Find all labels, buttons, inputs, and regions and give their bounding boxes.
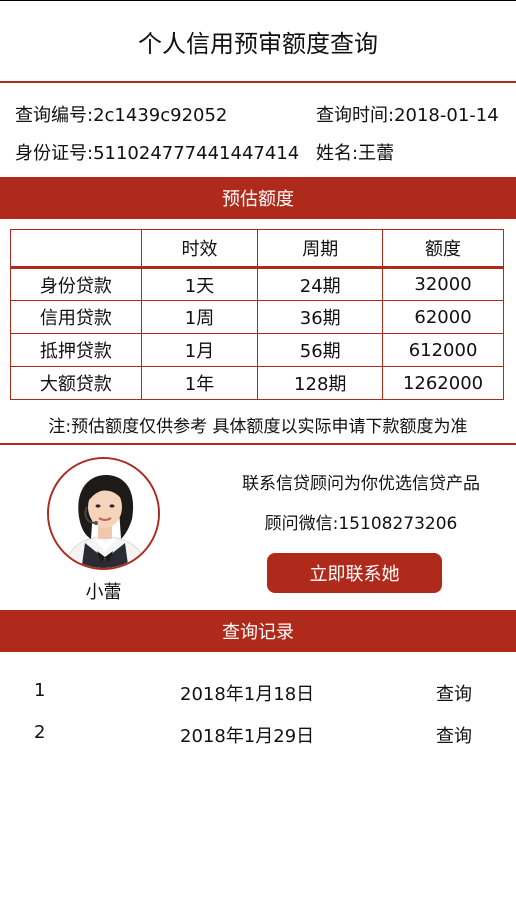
quota-note: 注:预估额度仅供参考 具体额度以实际申请下款额度为准 bbox=[48, 417, 468, 437]
person-name: 姓名:王蕾 bbox=[316, 143, 395, 164]
table-row: 信用贷款 1周 36期 62000 bbox=[10, 300, 504, 334]
record-date: 2018年1月18日 bbox=[180, 684, 315, 705]
record-number: 2 bbox=[34, 722, 46, 743]
loan-period: 36期 bbox=[257, 300, 384, 334]
loan-period: 128期 bbox=[257, 366, 384, 400]
advisor-name: 小蕾 bbox=[85, 582, 122, 603]
loan-period: 56期 bbox=[257, 333, 384, 367]
record-query-link[interactable]: 查询 bbox=[436, 726, 472, 747]
table-header-row: 时效 周期 额度 bbox=[10, 229, 504, 268]
contact-her-button[interactable]: 立即联系她 bbox=[267, 553, 442, 593]
loan-amount: 1262000 bbox=[382, 366, 504, 400]
table-row: 抵押贷款 1月 56期 612000 bbox=[10, 333, 504, 367]
loan-type: 身份贷款 bbox=[10, 267, 142, 301]
record-query-link[interactable]: 查询 bbox=[436, 684, 472, 705]
loan-duration: 1年 bbox=[140, 366, 259, 400]
advisor-wechat: 顾问微信:15108273206 bbox=[264, 514, 458, 534]
loan-amount: 62000 bbox=[382, 300, 504, 334]
section-header-quota: 预估额度 bbox=[0, 177, 516, 219]
loan-amount: 612000 bbox=[382, 333, 504, 367]
column-header bbox=[10, 229, 142, 268]
column-header-amount: 额度 bbox=[382, 229, 504, 268]
loan-type: 抵押贷款 bbox=[10, 333, 142, 367]
loan-duration: 1天 bbox=[140, 267, 259, 301]
loan-duration: 1月 bbox=[140, 333, 259, 367]
query-number: 查询编号:2c1439c92052 bbox=[15, 105, 228, 126]
loan-type: 大额贷款 bbox=[10, 366, 142, 400]
query-time: 查询时间:2018-01-14 bbox=[316, 105, 499, 126]
page-title: 个人信用预审额度查询 bbox=[138, 29, 378, 58]
record-date: 2018年1月29日 bbox=[180, 726, 315, 747]
loan-duration: 1周 bbox=[140, 300, 259, 334]
column-header-duration: 时效 bbox=[140, 229, 259, 268]
column-header-period: 周期 bbox=[257, 229, 384, 268]
table-row: 身份贷款 1天 24期 32000 bbox=[10, 267, 504, 301]
quota-table: 时效 周期 额度 身份贷款 1天 24期 32000 信用贷款 1周 36期 6… bbox=[10, 229, 504, 400]
loan-type: 信用贷款 bbox=[10, 300, 142, 334]
section-header-records: 查询记录 bbox=[0, 610, 516, 652]
loan-amount: 32000 bbox=[382, 267, 504, 301]
id-number: 身份证号:511024777441447414 bbox=[15, 143, 300, 164]
advisor-intro: 联系信贷顾问为你优选信贷产品 bbox=[242, 474, 480, 494]
advisor-avatar bbox=[47, 457, 160, 570]
page-header: 个人信用预审额度查询 bbox=[0, 0, 516, 83]
section-divider bbox=[0, 443, 516, 445]
loan-period: 24期 bbox=[257, 267, 384, 301]
record-number: 1 bbox=[34, 680, 46, 701]
advisor-photo bbox=[49, 459, 158, 568]
table-row: 大额贷款 1年 128期 1262000 bbox=[10, 366, 504, 400]
